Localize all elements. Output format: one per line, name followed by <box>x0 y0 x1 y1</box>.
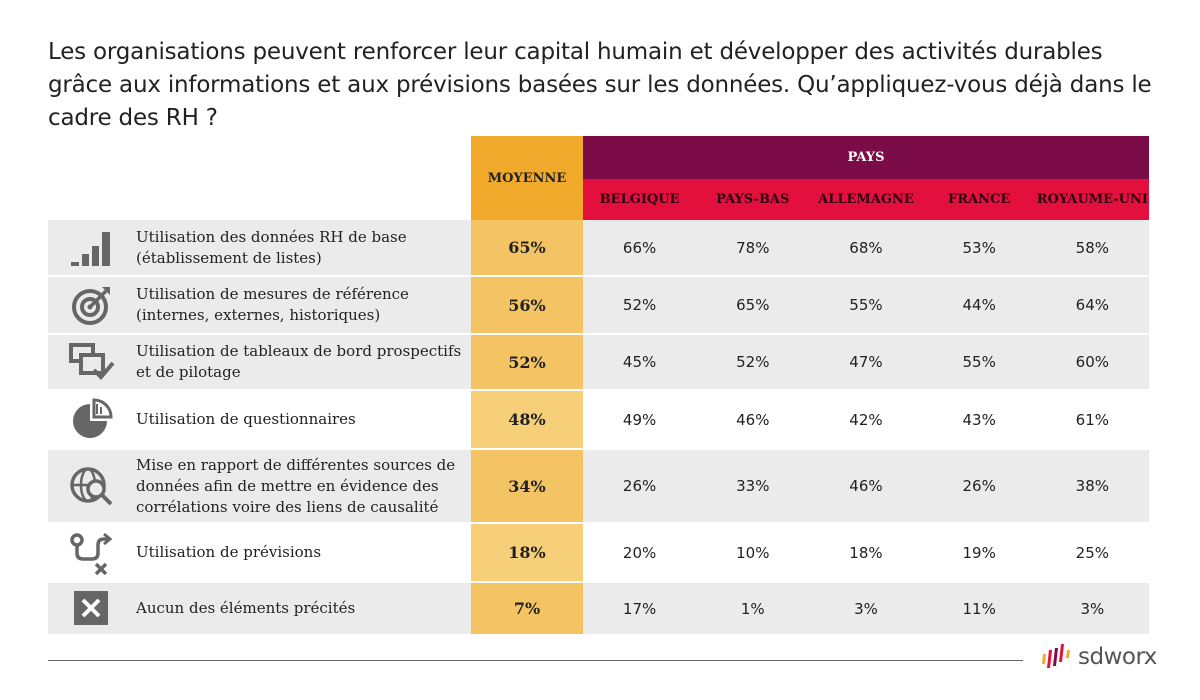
country-value: 47% <box>849 353 883 371</box>
globe-search-icon <box>48 450 136 522</box>
table-row: Utilisation de mesures de référence (int… <box>48 277 1149 335</box>
country-value: 46% <box>849 477 883 495</box>
average-value: 7% <box>471 583 583 634</box>
country-value: 18% <box>849 543 883 562</box>
table-row: Utilisation des données RH de base (étab… <box>48 220 1149 277</box>
country-value: 52% <box>736 353 770 371</box>
country-value: 26% <box>962 477 996 495</box>
country-value: 78% <box>736 238 770 257</box>
average-value: 52% <box>471 335 583 389</box>
country-value: 43% <box>962 410 996 429</box>
average-header: MOYENNE <box>471 136 583 220</box>
country-value: 64% <box>1075 296 1110 314</box>
country-header: PAYS-BAS <box>716 192 790 207</box>
country-value: 17% <box>622 599 657 618</box>
country-value: 19% <box>962 543 996 562</box>
country-value: 53% <box>962 238 996 257</box>
footer-divider <box>48 660 1023 661</box>
table-row: Utilisation de tableaux de bord prospect… <box>48 335 1149 391</box>
dashboard-check-icon <box>48 335 136 389</box>
row-label: Utilisation de tableaux de bord prospect… <box>136 342 462 381</box>
table-row: Utilisation de prévisions 18% 20% 10% 18… <box>48 524 1149 583</box>
brand-name: sdworx <box>1078 644 1157 670</box>
table-row: Utilisation de questionnaires 48% 49% 46… <box>48 391 1149 450</box>
forecast-path-icon <box>48 524 136 581</box>
row-label: Utilisation de questionnaires <box>136 410 356 428</box>
row-label: Utilisation des données RH de base (étab… <box>136 227 407 267</box>
country-value: 3% <box>854 599 878 618</box>
country-header: ALLEMAGNE <box>818 192 914 207</box>
country-value: 55% <box>962 353 996 371</box>
row-label: Aucun des éléments précités <box>136 599 356 617</box>
country-value: 61% <box>1075 410 1110 429</box>
table-body: Utilisation des données RH de base (étab… <box>48 220 1149 636</box>
average-value: 48% <box>471 391 583 448</box>
bar-chart-icon <box>48 220 136 275</box>
country-value: 60% <box>1075 353 1110 371</box>
country-header: ROYAUME-UNI <box>1036 192 1148 207</box>
row-label: Utilisation de prévisions <box>136 543 322 561</box>
country-value: 46% <box>736 410 770 429</box>
country-value: 44% <box>962 296 996 314</box>
country-value: 58% <box>1075 238 1110 257</box>
country-value: 68% <box>849 238 883 257</box>
chart-title: Les organisations peuvent renforcer leur… <box>48 39 1152 131</box>
country-value: 45% <box>622 353 657 371</box>
logo-mark-icon <box>1042 644 1070 668</box>
average-value: 65% <box>471 220 583 275</box>
country-value: 52% <box>622 296 657 314</box>
pie-chart-icon <box>48 391 136 448</box>
country-value: 33% <box>736 477 770 495</box>
country-value: 38% <box>1075 477 1110 495</box>
average-value: 34% <box>471 450 583 522</box>
country-value: 42% <box>849 410 883 429</box>
country-value: 1% <box>740 599 765 618</box>
country-value: 49% <box>622 410 657 429</box>
pays-header: PAYS <box>583 136 1149 179</box>
country-value: 26% <box>622 477 657 495</box>
country-value: 25% <box>1075 543 1110 562</box>
cross-box-icon <box>48 583 136 634</box>
brand-logo: sdworx <box>1040 640 1157 670</box>
country-value: 10% <box>736 543 770 562</box>
country-value: 20% <box>622 543 657 562</box>
country-value: 3% <box>1080 599 1105 618</box>
country-value: 65% <box>736 296 770 314</box>
target-icon <box>48 277 136 333</box>
country-value: 55% <box>849 296 883 314</box>
country-header-row: BELGIQUE PAYS-BAS ALLEMAGNE FRANCE ROYAU… <box>583 179 1149 220</box>
average-value: 56% <box>471 277 583 333</box>
country-value: 11% <box>962 599 996 618</box>
table-row: Aucun des éléments précités 7% 17% 1% 3%… <box>48 583 1149 636</box>
average-value: 18% <box>471 524 583 581</box>
country-value: 66% <box>622 238 657 257</box>
country-header: FRANCE <box>948 192 1011 207</box>
row-label: Utilisation de mesures de référence (int… <box>136 285 409 324</box>
country-header: BELGIQUE <box>599 192 680 207</box>
table-row: Mise en rapport de différentes sources d… <box>48 450 1149 524</box>
row-label: Mise en rapport de différentes sources d… <box>136 455 456 516</box>
